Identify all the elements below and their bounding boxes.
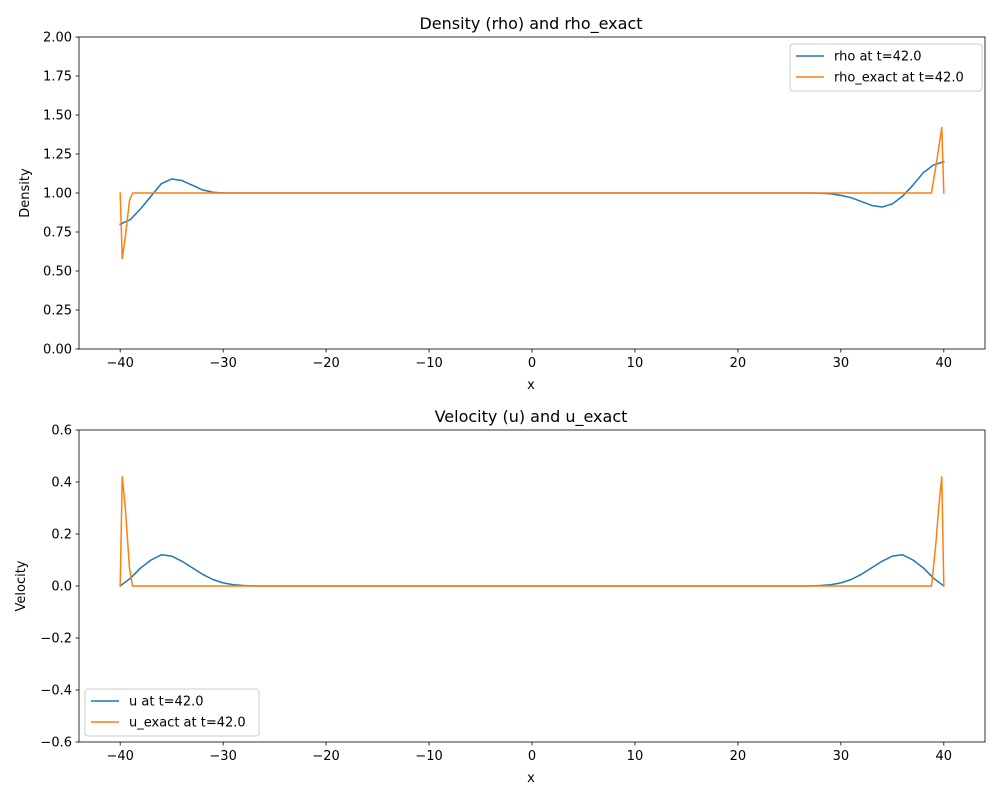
y-tick-label: 2.00 — [43, 31, 72, 46]
legend-label: u at t=42.0 — [129, 695, 204, 710]
y-tick-label: 0.0 — [51, 580, 72, 595]
x-tick-label: −20 — [312, 749, 339, 764]
y-tick-label: 0.50 — [43, 265, 72, 280]
x-tick-label: 40 — [936, 749, 953, 764]
y-tick-label: 0.2 — [51, 528, 72, 543]
y-tick-label: 1.00 — [43, 187, 72, 202]
legend: rho at t=42.0 rho_exact at t=42.0 — [789, 43, 983, 92]
series-line-1 — [119, 126, 945, 260]
legend-label: rho at t=42.0 — [834, 50, 922, 65]
y-tick-label: 0.4 — [51, 476, 72, 491]
legend-box — [789, 43, 983, 92]
chart-title: Velocity (u) and u_exact — [435, 407, 628, 427]
y-tick-label: 0.25 — [43, 304, 72, 319]
x-tick-label: −10 — [415, 749, 442, 764]
x-tick-label: 0 — [528, 749, 536, 764]
y-tick-label: 0.75 — [43, 226, 72, 241]
x-axis-label: x — [527, 378, 535, 393]
y-tick-label: 0.00 — [43, 343, 72, 358]
density-chart: Density (rho) and rho_exact x Density −4… — [18, 14, 986, 393]
legend-label: rho_exact at t=42.0 — [834, 71, 964, 86]
plot-area: −40 −30 −20 −10 0 10 20 30 40 −0.6 −0.4 −0.2 0.0 0.2 0… — [40, 424, 986, 764]
y-tick-label: 1.50 — [43, 109, 72, 124]
y-tick-label: −0.2 — [40, 632, 72, 647]
x-tick-label: 30 — [833, 749, 850, 764]
x-tick-label: 10 — [627, 749, 644, 764]
x-tick-label: 10 — [627, 356, 644, 371]
y-tick-label: 0.6 — [51, 424, 72, 439]
y-tick-label: 1.25 — [43, 148, 72, 163]
x-tick-label: −10 — [415, 356, 442, 371]
x-tick-label: 40 — [936, 356, 953, 371]
y-axis-label: Velocity — [14, 560, 29, 611]
legend-box — [84, 688, 260, 737]
legend-label: u_exact at t=42.0 — [129, 716, 246, 731]
plot-area: −40 −30 −20 −10 0 10 20 30 40 0.00 0.25 0.50 0.75 1.0… — [43, 31, 986, 371]
legend: u at t=42.0 u_exact at t=42.0 — [84, 688, 260, 737]
x-tick-label: 30 — [833, 356, 850, 371]
velocity-chart: Velocity (u) and u_exact x Velocity −40−… — [14, 407, 986, 786]
x-tick-label: −40 — [106, 356, 133, 371]
x-tick-label: −20 — [312, 356, 339, 371]
y-tick-label: −0.6 — [40, 736, 72, 751]
x-tick-label: 0 — [528, 356, 536, 371]
x-tick-label: 20 — [730, 356, 747, 371]
y-tick-label: −0.4 — [40, 684, 72, 699]
x-tick-label: −40 — [106, 749, 133, 764]
x-tick-label: −30 — [209, 356, 236, 371]
series-line-1 — [119, 476, 945, 587]
x-axis-label: x — [527, 771, 535, 786]
x-tick-label: 20 — [730, 749, 747, 764]
y-tick-label: 1.75 — [43, 70, 72, 85]
chart-title: Density (rho) and rho_exact — [419, 14, 642, 34]
x-tick-label: −30 — [209, 749, 236, 764]
y-axis-label: Density — [18, 168, 33, 218]
